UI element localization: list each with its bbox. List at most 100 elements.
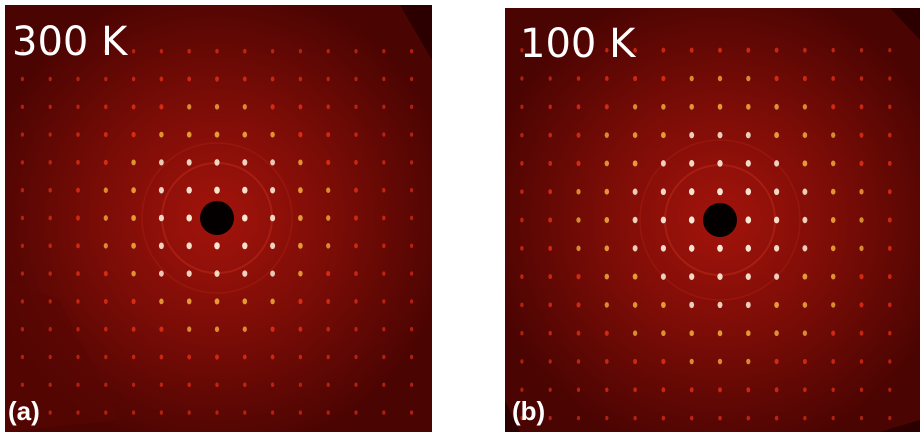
spot — [859, 246, 863, 252]
spot — [859, 217, 863, 223]
spot — [746, 245, 752, 252]
spot — [270, 159, 275, 165]
spot — [21, 160, 24, 164]
spot — [132, 327, 136, 332]
spot — [860, 132, 864, 137]
spot — [803, 274, 808, 280]
spot — [689, 330, 694, 336]
spot — [271, 355, 275, 360]
spot — [888, 274, 892, 279]
spot — [243, 410, 246, 414]
spot — [576, 161, 580, 166]
spot — [76, 410, 79, 414]
spot — [76, 355, 79, 359]
spot — [76, 188, 80, 193]
spot — [243, 104, 247, 110]
spot — [354, 299, 357, 304]
spot — [382, 355, 385, 359]
spot — [188, 49, 191, 54]
spot — [21, 327, 24, 331]
spot — [187, 242, 192, 249]
spot — [298, 132, 302, 138]
spot — [49, 299, 52, 303]
spot — [354, 243, 358, 248]
spot — [327, 410, 330, 414]
spot — [717, 273, 722, 280]
spot — [774, 160, 779, 166]
spot — [242, 242, 247, 249]
spot — [576, 246, 580, 252]
spot — [243, 76, 247, 81]
spot — [860, 76, 864, 81]
spot — [888, 133, 892, 138]
temperature: 100 K — [520, 21, 637, 67]
spot — [746, 48, 750, 53]
spot — [243, 382, 246, 387]
spot — [520, 105, 523, 109]
spot — [160, 355, 164, 360]
spot — [633, 330, 637, 336]
spot — [49, 132, 52, 136]
spot — [549, 359, 552, 363]
spot — [271, 410, 274, 414]
spot — [76, 105, 79, 109]
beam-stop — [200, 201, 234, 235]
spot — [831, 48, 834, 53]
spot — [803, 387, 807, 392]
spot — [661, 359, 665, 364]
spot — [382, 243, 385, 248]
spot — [242, 298, 247, 304]
spot — [718, 302, 723, 308]
spot — [718, 359, 722, 365]
spot — [576, 274, 580, 279]
spot — [661, 245, 666, 252]
spot — [132, 355, 135, 360]
spot — [382, 105, 385, 109]
spot — [802, 189, 807, 195]
spot — [132, 77, 135, 82]
spot — [215, 104, 219, 110]
spot — [104, 410, 107, 414]
spot — [746, 160, 751, 167]
spot — [104, 383, 107, 387]
spot — [104, 132, 108, 137]
spot — [690, 387, 694, 392]
spot — [689, 302, 694, 308]
spot — [187, 270, 192, 276]
spot — [746, 387, 750, 392]
spot — [410, 132, 413, 136]
spot — [860, 48, 863, 52]
spot — [326, 299, 330, 304]
spot — [299, 355, 302, 360]
spot — [354, 132, 357, 137]
spot — [802, 217, 807, 223]
spot — [831, 76, 835, 81]
spot — [271, 104, 275, 109]
spot — [21, 244, 24, 248]
spot — [831, 160, 835, 166]
spot — [831, 104, 835, 109]
spot — [215, 49, 218, 54]
spot — [633, 274, 638, 280]
spot — [187, 326, 191, 332]
spot — [576, 189, 580, 195]
spot — [549, 416, 552, 420]
spot — [215, 76, 219, 81]
spot — [76, 327, 79, 331]
spot — [774, 302, 779, 308]
spot — [774, 330, 778, 336]
spot — [131, 187, 136, 193]
spot — [888, 104, 891, 109]
spot — [859, 189, 863, 195]
spot — [746, 188, 752, 195]
spot — [888, 359, 891, 363]
spot — [215, 298, 220, 304]
spot — [803, 359, 807, 364]
spot — [774, 188, 779, 195]
spot — [888, 416, 891, 420]
spot — [661, 104, 665, 110]
spot — [860, 104, 864, 109]
spot — [76, 160, 80, 165]
spot — [831, 302, 835, 308]
spot — [803, 416, 806, 421]
